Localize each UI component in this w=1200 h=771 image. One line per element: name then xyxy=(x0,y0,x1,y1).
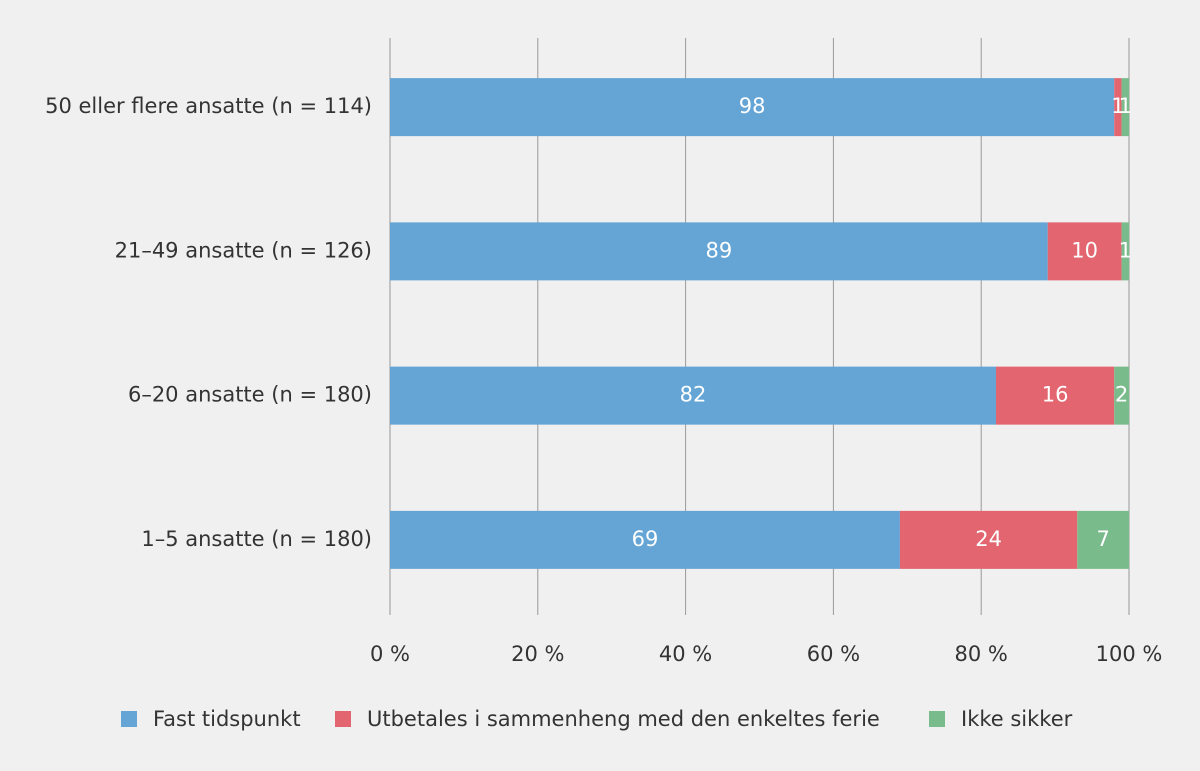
legend-swatch xyxy=(121,711,137,727)
x-tick-label: 60 % xyxy=(807,642,860,666)
bar-segment xyxy=(995,366,1115,425)
bar-segment xyxy=(1114,78,1122,137)
data-label: 98 xyxy=(739,94,766,118)
bar-segment xyxy=(390,366,996,425)
bar-segment xyxy=(899,510,1078,569)
legend-swatch xyxy=(335,711,351,727)
data-label: 89 xyxy=(705,238,732,262)
data-label: 7 xyxy=(1096,527,1109,551)
data-label: 16 xyxy=(1042,383,1069,407)
y-tick-label: 1–5 ansatte (n = 180) xyxy=(141,527,372,551)
y-tick-label: 21–49 ansatte (n = 126) xyxy=(115,238,372,262)
x-tick-label: 80 % xyxy=(955,642,1008,666)
x-tick-label: 0 % xyxy=(370,642,410,666)
bar-segment xyxy=(390,78,1115,137)
data-label: 10 xyxy=(1071,238,1098,262)
bar-segment xyxy=(1077,510,1129,569)
data-label: 2 xyxy=(1115,383,1128,407)
data-label: 69 xyxy=(632,527,659,551)
x-tick-label: 40 % xyxy=(659,642,712,666)
data-label: 82 xyxy=(680,383,707,407)
bar-segment xyxy=(1114,366,1129,425)
data-label: 1 xyxy=(1119,238,1132,262)
legend-label: Utbetales i sammenheng med den enkeltes … xyxy=(367,707,880,731)
bar-segment xyxy=(390,510,900,569)
bar-segment xyxy=(390,222,1048,281)
data-label: 24 xyxy=(975,527,1002,551)
legend-label: Fast tidspunkt xyxy=(153,707,301,731)
x-tick-label: 100 % xyxy=(1096,642,1163,666)
data-label: 1 xyxy=(1119,94,1132,118)
x-tick-label: 20 % xyxy=(511,642,564,666)
legend-label: Ikke sikker xyxy=(961,707,1073,731)
bar-segment xyxy=(1047,222,1122,281)
bar-segment xyxy=(1121,222,1129,281)
bar-segment xyxy=(1121,78,1129,137)
data-label: 1 xyxy=(1111,94,1124,118)
legend-swatch xyxy=(929,711,945,727)
y-tick-label: 6–20 ansatte (n = 180) xyxy=(128,383,372,407)
y-tick-label: 50 eller flere ansatte (n = 114) xyxy=(45,94,372,118)
